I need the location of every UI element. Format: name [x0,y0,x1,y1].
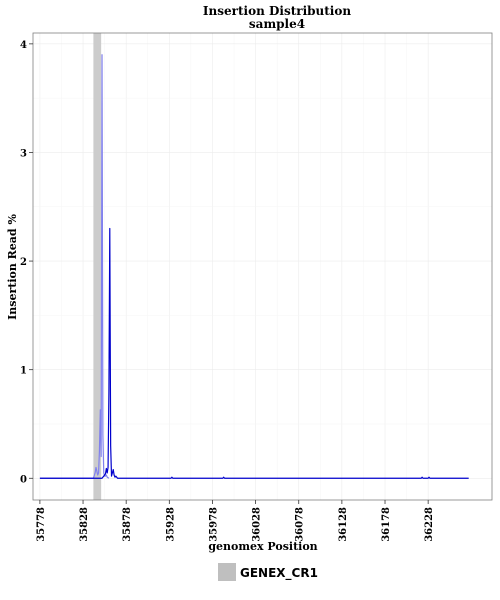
x-tick-label: 35778 [36,507,47,542]
y-tick-label: 0 [20,474,27,485]
x-tick-label: 36128 [338,507,349,542]
series-line-1 [39,54,110,479]
gridlines [33,33,492,500]
y-axis-ticks: 0 1 2 3 4 [20,40,33,485]
legend-label-genex-cr1: GENEX_CR1 [240,566,318,581]
series-line-2 [39,227,469,479]
x-tick-label: 35828 [79,507,90,542]
x-tick-label: 36228 [424,507,435,542]
x-axis-label: genomex Position [208,540,317,553]
x-tick-label: 35928 [165,507,176,542]
y-tick-label: 3 [20,148,27,159]
x-tick-label: 35878 [122,507,133,542]
x-tick-label: 35978 [208,507,219,542]
x-axis-ticks: 35778 35828 35878 35928 35978 36028 36078 36128… [36,500,435,542]
y-tick-label: 4 [20,40,27,51]
highlight-region-genex-cr1 [93,33,102,500]
x-tick-label: 36178 [381,507,392,542]
legend-swatch-genex-cr1 [218,563,236,581]
chart-title: Insertion Distribution [203,4,351,18]
plot-frame-layer [32,32,493,501]
y-tick-label: 2 [20,257,27,268]
y-tick-label: 1 [20,366,27,377]
plot-border [32,32,493,501]
series-layer [39,54,469,479]
legend: GENEX_CR1 [218,563,318,581]
highlight-region-layer [93,33,102,500]
x-tick-label: 36078 [295,507,306,542]
chart-subtitle: sample4 [249,17,305,31]
x-tick-label: 36028 [252,507,263,542]
y-axis-label: Insertion Read % [6,214,19,320]
